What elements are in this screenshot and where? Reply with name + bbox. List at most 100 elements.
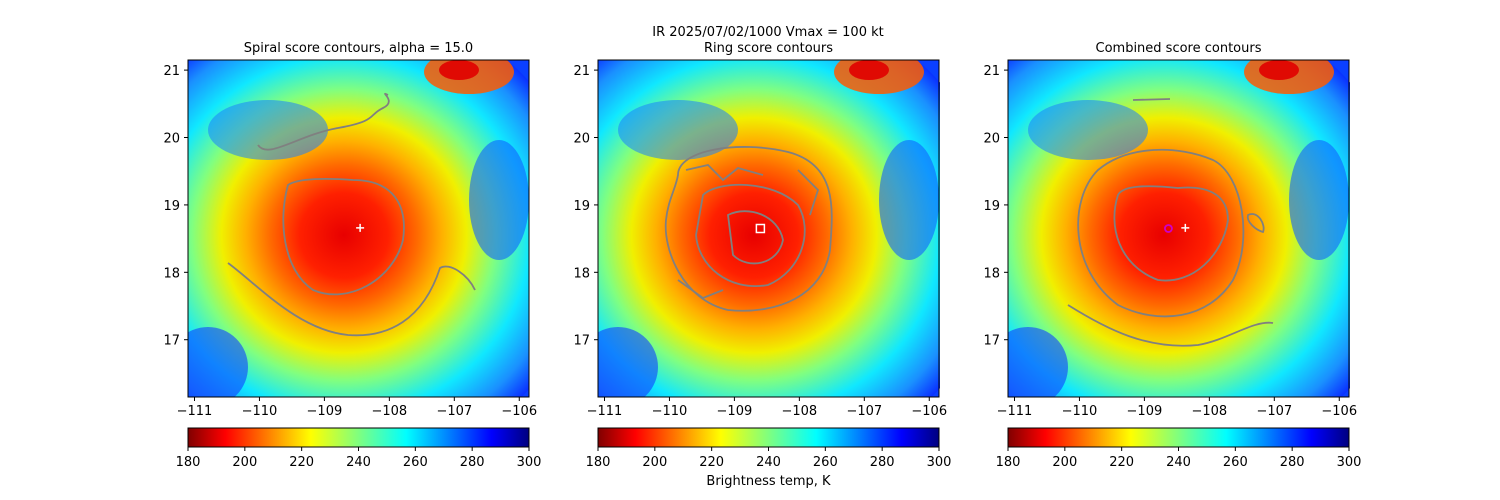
colorbar-tick-label: 300 (517, 455, 542, 470)
score-contours (1067, 98, 1274, 347)
colorbar: 180 200 220 240 260 280 300 (586, 427, 952, 470)
panel-1: Spiral score contours, alpha = 15.0 −111 −… (163, 41, 542, 470)
colorbar-tick-label: 260 (403, 455, 428, 470)
y-tick-label: 18 (163, 266, 180, 281)
x-tick-label: −108 (1191, 404, 1227, 419)
x-tick-label: −108 (781, 404, 817, 419)
clear-sky-patch (618, 100, 738, 160)
colorbar-tick-label: 280 (1280, 455, 1305, 470)
outer-contour (1077, 148, 1245, 318)
center-square-marker (755, 223, 766, 234)
x-tick-label: −111 (587, 404, 623, 419)
clear-sky-patch (1289, 140, 1349, 260)
center-plus-marker (1181, 223, 1190, 232)
colorbar: 180 200 220 240 260 280 300 (996, 427, 1362, 470)
y-tick-label: 19 (573, 199, 590, 214)
y-tick-label: 20 (983, 132, 1000, 147)
colorbar-label: Brightness temp, K (706, 474, 831, 489)
score-contours (227, 92, 476, 337)
colorbar-tick-label: 180 (586, 455, 611, 470)
center-plus-marker (356, 223, 365, 232)
figure-suptitle: IR 2025/07/02/1000 Vmax = 100 kt (652, 25, 883, 40)
ring-contour-fragments (677, 164, 820, 300)
convection-core (439, 60, 479, 80)
x-tick-label: −106 (911, 404, 947, 419)
x-tick-label: −109 (307, 404, 343, 419)
x-tick-label: −109 (1127, 404, 1163, 419)
colorbar-tick-label: 220 (1109, 455, 1134, 470)
panel-title: Ring score contours (704, 41, 833, 56)
x-tick-label: −111 (997, 404, 1033, 419)
y-tick-label: 18 (983, 266, 1000, 281)
colorbar-tick-label: 220 (289, 455, 314, 470)
x-tick-label: −107 (846, 404, 882, 419)
y-tick-label: 19 (983, 199, 1000, 214)
x-tick-label: −106 (501, 404, 537, 419)
x-tick-label: −110 (1062, 404, 1098, 419)
ring-contour (695, 183, 806, 287)
clear-sky-patch (469, 140, 529, 260)
clear-sky-patch (598, 327, 658, 397)
colorbar-tick-label: 260 (813, 455, 838, 470)
panel-2: Ring score contours −111 −110 −109 −108 −107 −… (573, 41, 952, 470)
clear-sky-patch (1008, 327, 1068, 397)
colorbar-gradient (597, 427, 940, 448)
colorbar-tick-label: 260 (1223, 455, 1248, 470)
panel-title: Spiral score contours, alpha = 15.0 (244, 41, 473, 56)
colorbar: 180 200 220 240 260 280 300 (176, 427, 542, 470)
axes-frame (597, 59, 940, 398)
y-tick-label: 21 (983, 64, 1000, 79)
outer-contour (227, 262, 476, 337)
y-tick-label: 19 (163, 199, 180, 214)
x-tick-label: −111 (177, 404, 213, 419)
spiral-contour (257, 92, 390, 151)
panel-title: Combined score contours (1096, 41, 1262, 56)
y-tick-label: 17 (983, 334, 1000, 349)
brightness-field (1008, 60, 1350, 397)
y-tick-label: 21 (163, 64, 180, 79)
colorbar-gradient (187, 427, 530, 448)
y-tick-label: 20 (163, 132, 180, 147)
x-tick-label: −109 (717, 404, 753, 419)
x-tick-label: −107 (1256, 404, 1292, 419)
score-contour-fragment (1132, 98, 1171, 101)
colorbar-tick-label: 180 (996, 455, 1021, 470)
inner-contour (282, 177, 405, 296)
y-tick-label: 18 (573, 266, 590, 281)
colorbar-tick-label: 240 (756, 455, 781, 470)
colorbar-gradient (1007, 427, 1350, 448)
y-tick-label: 21 (573, 64, 590, 79)
x-tick-label: −110 (652, 404, 688, 419)
brightness-field (598, 60, 940, 397)
y-tick-label: 20 (573, 132, 590, 147)
clear-sky-patch (188, 327, 248, 397)
y-tick-label: 17 (573, 334, 590, 349)
clear-sky-patch (1028, 100, 1148, 160)
x-tick-label: −106 (1321, 404, 1357, 419)
colorbar-tick-label: 200 (1052, 455, 1077, 470)
outer-arc-contour (1067, 304, 1274, 347)
colorbar-tick-label: 280 (870, 455, 895, 470)
colorbar-tick-label: 220 (699, 455, 724, 470)
colorbar-tick-label: 240 (1166, 455, 1191, 470)
inner-contour (1113, 185, 1229, 282)
convection-core (1259, 60, 1299, 80)
colorbar-tick-label: 280 (460, 455, 485, 470)
y-tick-label: 17 (163, 334, 180, 349)
small-contour (1246, 213, 1265, 234)
colorbar-tick-label: 180 (176, 455, 201, 470)
center-circle-marker (1164, 224, 1173, 233)
colorbar-tick-label: 240 (346, 455, 371, 470)
panel-3: Combined score contours −111 −110 −109 −108 −… (983, 41, 1362, 470)
axes-frame (1007, 59, 1350, 398)
colorbar-tick-label: 200 (642, 455, 667, 470)
score-contours (664, 146, 833, 312)
ring-contour (727, 210, 784, 265)
x-tick-label: −110 (242, 404, 278, 419)
convection-core (849, 60, 889, 80)
colorbar-tick-label: 300 (1337, 455, 1362, 470)
colorbar-tick-label: 300 (927, 455, 952, 470)
clear-sky-patch (208, 100, 328, 160)
axes-frame (187, 59, 530, 398)
